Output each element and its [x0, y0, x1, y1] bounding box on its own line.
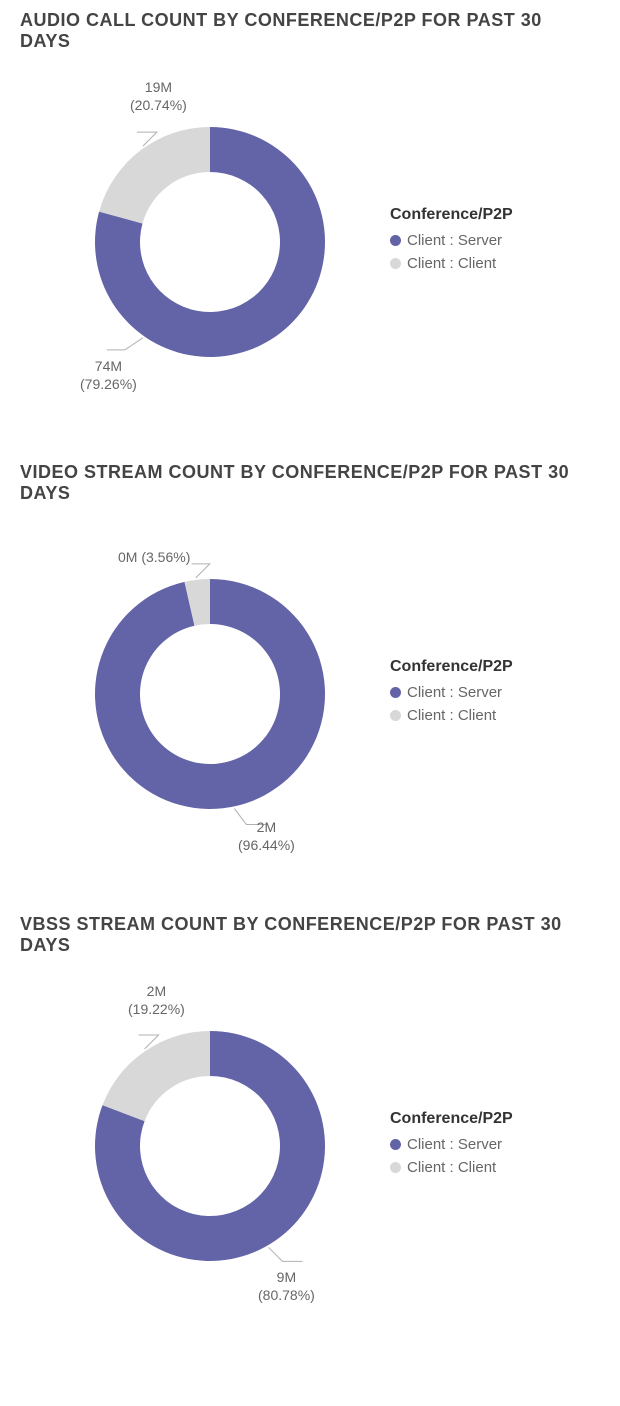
chart-title: VBSS STREAM COUNT BY CONFERENCE/P2P FOR … [20, 914, 580, 956]
chart-panel-vbss: VBSS STREAM COUNT BY CONFERENCE/P2P FOR … [0, 904, 620, 1356]
legend-item[interactable]: Client : Server [390, 1136, 600, 1153]
legend: Conference/P2P Client : Server Client : Cl… [380, 658, 600, 730]
leader-line [107, 338, 143, 350]
legend-title: Conference/P2P [390, 206, 600, 224]
slice-label: 2M(96.44%) [238, 818, 295, 854]
chart-title: AUDIO CALL COUNT BY CONFERENCE/P2P FOR P… [20, 10, 580, 52]
donut-svg [20, 72, 380, 412]
legend-item-label: Client : Client [407, 1159, 496, 1176]
donut-chart: 74M(79.26%) 19M(20.74%) [20, 72, 380, 412]
legend-swatch-icon [390, 235, 401, 246]
chart-panel-video: VIDEO STREAM COUNT BY CONFERENCE/P2P FOR… [0, 452, 620, 904]
slice-value-text: 2M [238, 818, 295, 836]
legend-swatch-icon [390, 710, 401, 721]
legend-item-label: Client : Server [407, 1136, 502, 1153]
donut-slice[interactable] [99, 127, 210, 223]
slice-value-text: 0M (3.56%) [118, 549, 190, 565]
legend-item[interactable]: Client : Server [390, 232, 600, 249]
donut-chart: 9M(80.78%) 2M(19.22%) [20, 976, 380, 1316]
legend-item[interactable]: Client : Server [390, 684, 600, 701]
chart-row: 74M(79.26%) 19M(20.74%) Conference/P2P Clie… [20, 72, 600, 412]
donut-chart: 2M(96.44%) 0M (3.56%) [20, 524, 380, 864]
slice-label: 19M(20.74%) [130, 78, 187, 114]
donut-slice[interactable] [103, 1031, 210, 1121]
legend-swatch-icon [390, 258, 401, 269]
slice-label: 74M(79.26%) [80, 357, 137, 393]
slice-percent-text: (96.44%) [238, 836, 295, 854]
legend-item-label: Client : Server [407, 232, 502, 249]
slice-label: 2M(19.22%) [128, 982, 185, 1018]
chart-panel-audio: AUDIO CALL COUNT BY CONFERENCE/P2P FOR P… [0, 0, 620, 452]
chart-row: 2M(96.44%) 0M (3.56%) Conference/P2P Client… [20, 524, 600, 864]
slice-value-text: 74M [80, 357, 137, 375]
legend-title: Conference/P2P [390, 658, 600, 676]
legend-item[interactable]: Client : Client [390, 707, 600, 724]
legend-item-label: Client : Client [407, 255, 496, 272]
slice-value-text: 19M [130, 78, 187, 96]
slice-value-text: 9M [258, 1268, 315, 1286]
legend-item[interactable]: Client : Client [390, 1159, 600, 1176]
legend-item-label: Client : Server [407, 684, 502, 701]
legend-swatch-icon [390, 687, 401, 698]
slice-percent-text: (20.74%) [130, 96, 187, 114]
chart-title: VIDEO STREAM COUNT BY CONFERENCE/P2P FOR… [20, 462, 580, 504]
legend-swatch-icon [390, 1162, 401, 1173]
legend: Conference/P2P Client : Server Client : Cl… [380, 206, 600, 278]
legend-title: Conference/P2P [390, 1110, 600, 1128]
slice-percent-text: (19.22%) [128, 1000, 185, 1018]
legend-item[interactable]: Client : Client [390, 255, 600, 272]
donut-svg [20, 976, 380, 1316]
legend-item-label: Client : Client [407, 707, 496, 724]
slice-label: 9M(80.78%) [258, 1268, 315, 1304]
slice-percent-text: (79.26%) [80, 375, 137, 393]
donut-svg [20, 524, 380, 864]
leader-line [269, 1247, 303, 1261]
leader-line [192, 564, 210, 578]
slice-label: 0M (3.56%) [118, 548, 190, 566]
slice-percent-text: (80.78%) [258, 1286, 315, 1304]
chart-row: 9M(80.78%) 2M(19.22%) Conference/P2P Client… [20, 976, 600, 1316]
legend: Conference/P2P Client : Server Client : Cl… [380, 1110, 600, 1182]
slice-value-text: 2M [128, 982, 185, 1000]
legend-swatch-icon [390, 1139, 401, 1150]
